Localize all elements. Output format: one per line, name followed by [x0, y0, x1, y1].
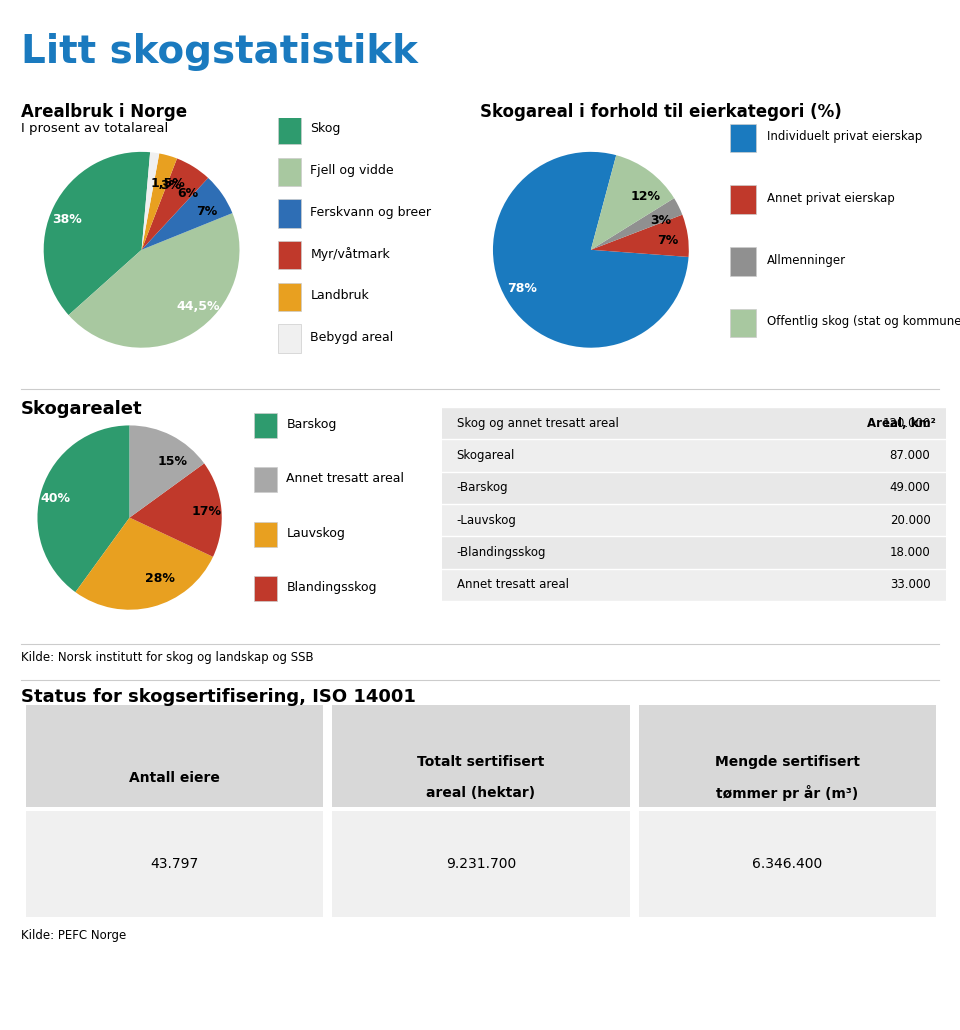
Text: Annet tresatt areal: Annet tresatt areal: [286, 472, 404, 485]
Text: 17%: 17%: [192, 505, 222, 518]
Text: Mengde sertifisert: Mengde sertifisert: [715, 755, 860, 769]
Text: Skog: Skog: [310, 123, 341, 135]
Text: Individuelt privat eierskap: Individuelt privat eierskap: [767, 130, 923, 143]
Text: 6%: 6%: [177, 186, 198, 200]
Bar: [442, 439, 946, 472]
Bar: [254, 522, 277, 547]
Text: 3%: 3%: [159, 179, 180, 193]
Text: Skogarealet: Skogarealet: [21, 400, 143, 417]
Wedge shape: [44, 151, 150, 315]
Text: 33.000: 33.000: [890, 579, 930, 591]
Text: 120.000: 120.000: [882, 416, 930, 430]
Text: 49.000: 49.000: [890, 481, 930, 494]
Bar: [278, 283, 301, 311]
Bar: [332, 812, 630, 918]
Text: Bebygd areal: Bebygd areal: [310, 331, 394, 344]
Text: 7%: 7%: [657, 234, 678, 246]
Text: 20.000: 20.000: [890, 514, 930, 526]
Bar: [26, 812, 324, 918]
Bar: [730, 309, 756, 338]
Text: Ferskvann og breer: Ferskvann og breer: [310, 206, 431, 218]
Text: Lauvskog: Lauvskog: [286, 526, 346, 540]
Text: 38%: 38%: [52, 213, 82, 227]
Text: Skog og annet tresatt areal: Skog og annet tresatt areal: [457, 416, 618, 430]
Bar: [730, 247, 756, 276]
Bar: [278, 324, 301, 353]
Text: 1,5%: 1,5%: [151, 177, 185, 191]
Text: -Blandingsskog: -Blandingsskog: [457, 546, 546, 559]
Wedge shape: [142, 159, 208, 250]
Bar: [254, 576, 277, 602]
Text: tømmer pr år (m³): tømmer pr år (m³): [716, 786, 858, 801]
Text: Myr/våtmark: Myr/våtmark: [310, 247, 390, 261]
Bar: [638, 812, 936, 918]
Wedge shape: [130, 464, 222, 557]
Wedge shape: [76, 518, 213, 610]
Wedge shape: [68, 213, 239, 348]
Text: Skogareal i forhold til eierkategori (%): Skogareal i forhold til eierkategori (%): [480, 103, 842, 121]
Bar: [254, 468, 277, 492]
Text: -Barskog: -Barskog: [457, 481, 509, 494]
Text: Skogareal: Skogareal: [457, 449, 516, 461]
Text: Kilde: PEFC Norge: Kilde: PEFC Norge: [21, 929, 127, 942]
Text: 12%: 12%: [631, 190, 660, 203]
Wedge shape: [142, 152, 159, 250]
Text: Fjell og vidde: Fjell og vidde: [310, 164, 394, 177]
Text: Arealbruk i Norge: Arealbruk i Norge: [21, 103, 187, 121]
Text: Totalt sertifisert: Totalt sertifisert: [418, 755, 544, 769]
Text: 40%: 40%: [40, 491, 70, 505]
Wedge shape: [37, 425, 130, 592]
Text: 15%: 15%: [158, 455, 188, 469]
Bar: [278, 200, 301, 228]
Wedge shape: [130, 425, 204, 518]
Bar: [442, 537, 946, 569]
Wedge shape: [493, 151, 688, 348]
Text: 18.000: 18.000: [890, 546, 930, 559]
Text: 7%: 7%: [197, 205, 218, 218]
Bar: [442, 504, 946, 537]
Bar: [442, 407, 946, 439]
Wedge shape: [590, 214, 688, 256]
Text: Landbruk: Landbruk: [310, 289, 369, 302]
Bar: [254, 413, 277, 438]
Bar: [26, 705, 324, 806]
Text: 6.346.400: 6.346.400: [753, 857, 823, 871]
Bar: [730, 185, 756, 214]
Bar: [442, 569, 946, 602]
Text: Offentlig skog (stat og kommune): Offentlig skog (stat og kommune): [767, 315, 960, 329]
Text: 44,5%: 44,5%: [177, 300, 220, 313]
Wedge shape: [142, 178, 232, 250]
Wedge shape: [590, 156, 674, 250]
Text: Annet tresatt areal: Annet tresatt areal: [457, 579, 568, 591]
Text: Blandingsskog: Blandingsskog: [286, 581, 377, 594]
Bar: [278, 241, 301, 270]
Bar: [442, 407, 946, 439]
Text: Annet privat eierskap: Annet privat eierskap: [767, 192, 895, 205]
Text: I prosent av totalareal: I prosent av totalareal: [21, 122, 168, 135]
Text: Allmenninger: Allmenninger: [767, 253, 847, 267]
Bar: [332, 705, 630, 806]
Text: 87.000: 87.000: [890, 449, 930, 461]
Text: Kilde: Norsk institutt for skog og landskap og SSB: Kilde: Norsk institutt for skog og lands…: [21, 651, 314, 664]
Text: Antall eiere: Antall eiere: [129, 770, 220, 785]
Bar: [278, 116, 301, 144]
Text: areal (hektar): areal (hektar): [426, 787, 536, 800]
Text: 9.231.700: 9.231.700: [445, 857, 516, 871]
Text: Barskog: Barskog: [286, 418, 337, 431]
Text: 28%: 28%: [145, 572, 175, 585]
Text: 78%: 78%: [507, 282, 537, 295]
Text: Status for skogsertifisering, ISO 14001: Status for skogsertifisering, ISO 14001: [21, 688, 416, 706]
Text: 3%: 3%: [651, 213, 672, 227]
Text: -Lauvskog: -Lauvskog: [457, 514, 516, 526]
Wedge shape: [142, 153, 177, 250]
Text: 43.797: 43.797: [151, 857, 199, 871]
Wedge shape: [590, 198, 683, 250]
Text: Litt skogstatistikk: Litt skogstatistikk: [21, 33, 418, 71]
Bar: [638, 705, 936, 806]
Text: Areal, km²: Areal, km²: [867, 416, 936, 430]
Bar: [278, 158, 301, 186]
Bar: [442, 472, 946, 504]
Bar: [730, 124, 756, 152]
